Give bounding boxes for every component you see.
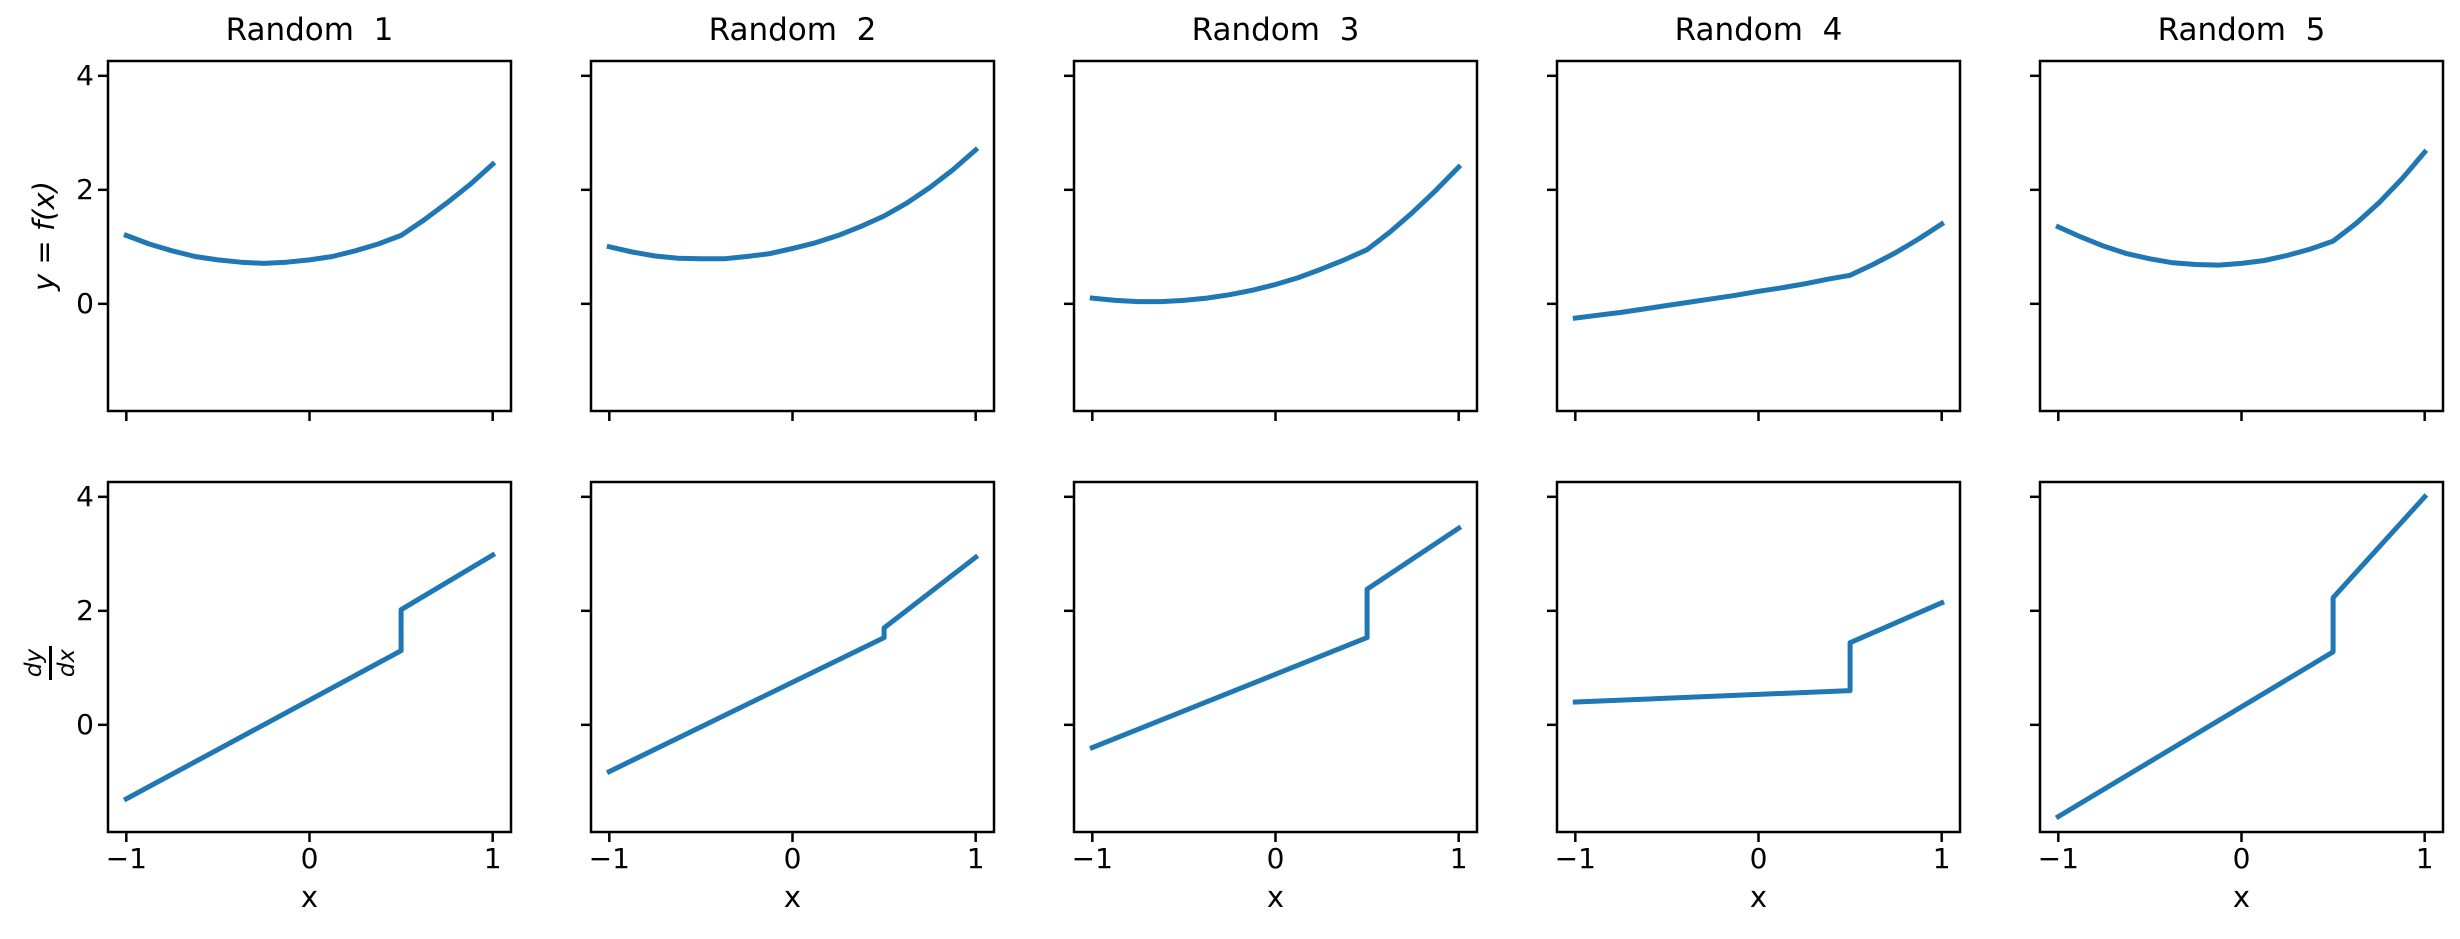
x-tick-label: 0 [300,842,319,875]
x-tick-label: 0 [1749,842,1768,875]
x-tick-label: 1 [966,842,985,875]
x-axis-label: x [783,880,802,914]
y-tick-label: 2 [76,594,94,627]
x-tick-label: 1 [1932,842,1951,875]
x-axis-label: x [1266,880,1285,914]
subplot-title-3: Random 3 [1191,12,1360,48]
subplot-derivative-5 [2030,480,2445,842]
y-axis-label-derivative: dy dx [0,603,100,723]
y-tick-label: 2 [76,173,94,206]
subplot-title-1: Random 1 [225,12,394,48]
y-axis-label-function: y = f(x) [27,181,61,291]
axes-frame [1555,480,1962,834]
fraction-bar [48,646,52,680]
fraction-numerator: dy [20,648,47,678]
derivative-curve [1089,524,1463,751]
x-tick-label: 1 [483,842,502,875]
x-tick-label: 1 [1449,842,1468,875]
subplot-title-4: Random 4 [1674,12,1843,48]
function-curve [1089,163,1463,305]
subplot-function-2 [581,59,996,421]
function-curve [123,160,497,266]
y-tick-label: 0 [76,708,94,741]
y-tick-label: 0 [76,287,94,320]
fraction-denominator: dx [53,648,80,678]
x-axis-label: x [300,880,319,914]
subplot-function-5 [2030,59,2445,421]
x-tick-label: −1 [1071,842,1113,875]
x-tick-label: 0 [1266,842,1285,875]
axes-frame [1072,480,1479,834]
subplot-function-4 [1547,59,1962,421]
y-tick-label: 4 [76,480,94,513]
subplot-derivative-4 [1547,480,1962,842]
subplot-title-5: Random 5 [2157,12,2326,48]
axes-frame [589,480,996,834]
x-axis-label: x [1749,880,1768,914]
x-tick-label: 0 [2232,842,2251,875]
function-curve [1572,220,1946,321]
subplot-title-2: Random 2 [708,12,877,48]
x-axis-label: x [2232,880,2251,914]
derivative-curve [122,551,497,803]
subplot-function-3 [1064,59,1479,421]
y-tick-label: 4 [76,59,94,92]
x-tick-label: −1 [1554,842,1596,875]
x-tick-label: 1 [2415,842,2434,875]
axes-frame [2038,59,2445,413]
x-tick-label: −1 [588,842,630,875]
subplot-derivative-2 [581,480,996,842]
function-curve [2054,148,2429,268]
axes-frame [106,59,513,413]
subplot-function-1 [98,59,513,421]
subplot-derivative-1 [98,480,513,842]
subplot-derivative-3 [1064,480,1479,842]
function-curve [606,146,980,262]
x-tick-label: 0 [783,842,802,875]
x-tick-label: −1 [2037,842,2079,875]
axes-frame [106,480,513,834]
axes-frame [589,59,996,413]
derivative-curve [2054,493,2429,821]
derivative-curve [1572,599,1945,705]
derivative-curve [605,553,980,775]
x-tick-label: −1 [105,842,147,875]
axes-frame [1072,59,1479,413]
axes-frame [2038,480,2445,834]
axes-frame [1555,59,1962,413]
